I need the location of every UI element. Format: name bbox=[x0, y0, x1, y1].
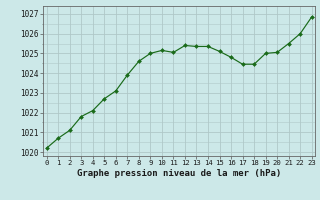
X-axis label: Graphe pression niveau de la mer (hPa): Graphe pression niveau de la mer (hPa) bbox=[77, 169, 281, 178]
